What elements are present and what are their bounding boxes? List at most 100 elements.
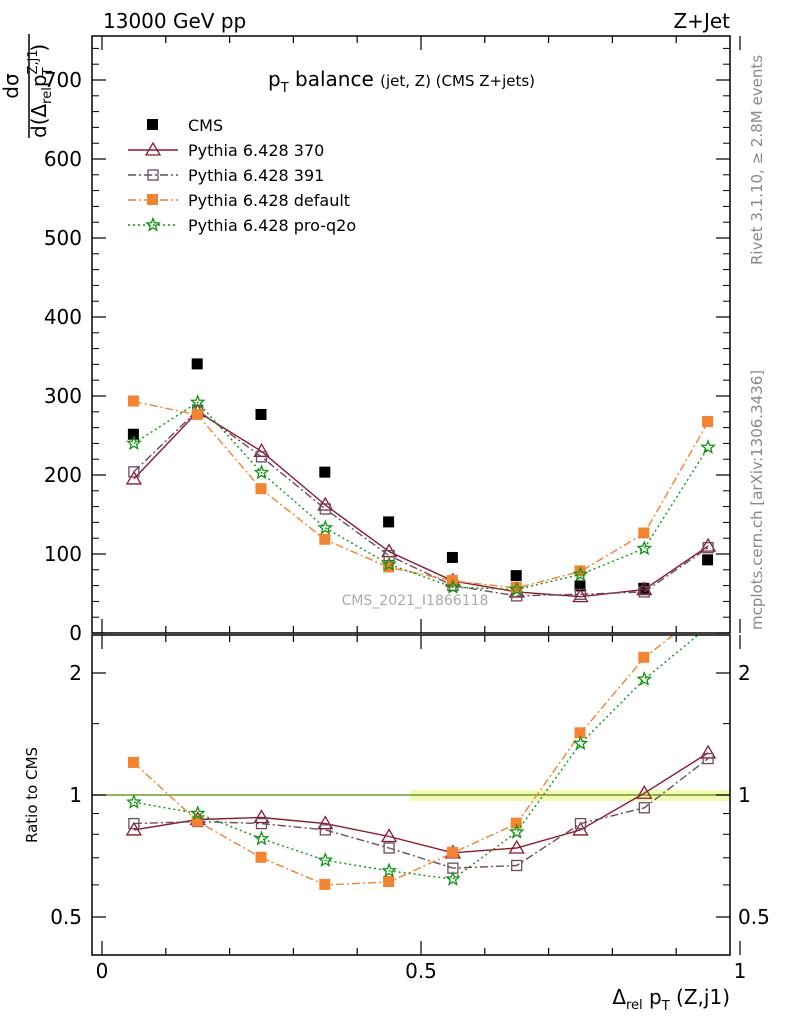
main-point-pythia-6-428-391-9: [702, 542, 714, 554]
main-point-pythia-6-428-pro-q2o-3: [317, 519, 334, 535]
legend-marker-pythia-6-428-391: [147, 169, 159, 181]
main-point-pythia-6-428-pro-q2o-0: [126, 435, 142, 451]
main-point-pythia-6-428-pro-q2o-5: [444, 578, 461, 594]
ratio-point-pythia-6-428-370-6: [508, 839, 525, 854]
legend-label-pythia-6-428-391: Pythia 6.428 391: [188, 166, 324, 185]
main-y-axis-label: dσ d(ΔrelpZ,j1T): [0, 34, 56, 138]
ratio-point-pythia-6-428-pro-q2o-3: [317, 851, 334, 868]
ratio-point-pythia-6-428-370-8: [636, 784, 653, 799]
main-point-pythia-6-428-default-2: [255, 483, 267, 495]
ratio-point-pythia-6-428-default-7: [574, 727, 586, 739]
energy-label: 13000 GeV pp: [103, 9, 246, 33]
main-point-cms-9: [702, 554, 714, 566]
main-line-pythia-6-428-default: [133, 400, 709, 589]
main-point-pythia-6-428-370-8: [636, 581, 653, 596]
main-point-pythia-6-428-391-7: [574, 588, 587, 600]
main-point-pythia-6-428-pro-q2o-9: [700, 439, 717, 455]
main-y-tick-label-500: 500: [44, 226, 82, 250]
main-point-cms-2: [255, 408, 267, 420]
ratio-point-pythia-6-428-391-4: [383, 842, 395, 854]
mcplots-label: mcplots.cern.ch [arXiv:1306.3436]: [748, 370, 766, 630]
main-point-cms-6: [510, 570, 522, 582]
ratio-point-pythia-6-428-default-0: [127, 756, 139, 768]
main-point-cms-7: [574, 580, 586, 592]
axes-group: 0 100 200 300 400 500 600 700 0 0.5 1 0.5 0.5 1 1 2 2: [44, 36, 770, 983]
ratio-series-group: [125, 602, 717, 890]
ratio-y-tick-label-0.5: 0.5: [50, 905, 82, 929]
legend-marker-cms: [147, 119, 158, 130]
main-panel-frame: [91, 35, 731, 634]
main-point-pythia-6-428-default-6: [510, 581, 522, 593]
y-label-numerator: dσ: [0, 73, 23, 99]
ratio-point-pythia-6-428-default-1: [191, 815, 203, 827]
main-point-pythia-6-428-391-3: [319, 503, 331, 515]
ratio-y-axis-label: Ratio to CMS: [23, 747, 41, 843]
ratio-point-pythia-6-428-default-9: [702, 602, 713, 613]
main-point-cms-1: [191, 358, 203, 370]
main-line-pythia-6-428-pro-q2o: [133, 401, 709, 591]
ratio-point-pythia-6-428-370-2: [253, 809, 270, 824]
ratio-point-pythia-6-428-391-6: [511, 859, 523, 872]
main-point-pythia-6-428-391-0: [128, 466, 140, 478]
main-line-pythia-6-428-370: [133, 410, 709, 598]
main-point-pythia-6-428-pro-q2o-4: [381, 555, 398, 571]
main-line-pythia-6-428-391: [133, 409, 709, 597]
ratio-y-tick-label-right-0.5: 0.5: [738, 905, 770, 929]
main-point-cms-8: [638, 582, 650, 594]
main-point-pythia-6-428-370-7: [572, 588, 589, 603]
ratio-point-pythia-6-428-391-7: [574, 817, 587, 830]
legend: CMS Pythia 6.428 370 Pythia 6.428 391 Pythi…: [128, 116, 356, 235]
main-point-pythia-6-428-pro-q2o-7: [572, 566, 589, 582]
ratio-line-pythia-6-428-pro-q2o: [133, 635, 700, 880]
x-tick-label-0.5: 0.5: [405, 959, 437, 983]
main-point-pythia-6-428-391-2: [255, 451, 268, 463]
ratio-point-pythia-6-428-pro-q2o-0: [126, 793, 142, 809]
main-point-pythia-6-428-default-9: [702, 416, 714, 428]
ratio-y-tick-label-1: 1: [69, 783, 82, 807]
ratio-point-pythia-6-428-370-9: [699, 744, 717, 759]
ratio-line-pythia-6-428-370: [133, 752, 709, 854]
x-tick-label-1: 1: [734, 959, 747, 983]
main-point-cms-3: [319, 466, 331, 478]
ratio-point-pythia-6-428-default-5: [446, 846, 458, 858]
ratio-point-pythia-6-428-pro-q2o-7: [572, 735, 589, 751]
ratio-point-pythia-6-428-391-0: [128, 817, 140, 830]
main-y-tick-label-200: 200: [44, 463, 82, 487]
analysis-watermark: CMS_2021_I1866118: [342, 593, 489, 609]
process-label: Z+Jet: [673, 9, 730, 33]
main-y-tick-label-0: 0: [69, 621, 82, 645]
main-y-tick-label-700: 700: [44, 68, 82, 92]
ratio-y-tick-label-right-2: 2: [738, 661, 751, 685]
legend-label-pythia-6-428-pro-q2o: Pythia 6.428 pro-q2o: [188, 216, 356, 235]
ratio-point-pythia-6-428-pro-q2o-8: [636, 670, 653, 686]
main-point-pythia-6-428-pro-q2o-2: [253, 464, 270, 480]
main-y-tick-label-300: 300: [44, 384, 82, 408]
ratio-point-pythia-6-428-default-6: [510, 817, 522, 829]
x-axis-label: Δrel pT (Z,j1): [612, 985, 730, 1014]
ratio-point-pythia-6-428-pro-q2o-5: [444, 870, 461, 886]
ratio-point-pythia-6-428-pro-q2o-1: [189, 805, 206, 821]
main-y-tick-label-400: 400: [44, 305, 82, 329]
main-point-pythia-6-428-391-8: [638, 586, 650, 598]
main-point-pythia-6-428-default-8: [638, 527, 650, 539]
main-point-pythia-6-428-default-3: [319, 533, 331, 545]
ratio-point-pythia-6-428-default-8: [638, 651, 650, 663]
main-point-pythia-6-428-391-4: [383, 549, 395, 562]
main-point-pythia-6-428-pro-q2o-8: [636, 540, 653, 556]
main-point-pythia-6-428-370-0: [125, 470, 143, 485]
ratio-point-pythia-6-428-391-8: [638, 802, 650, 814]
legend-label-pythia-6-428-default: Pythia 6.428 default: [188, 191, 350, 210]
ratio-point-pythia-6-428-391-3: [319, 824, 331, 836]
main-point-cms-5: [446, 551, 458, 563]
legend-label-cms: CMS: [188, 116, 223, 135]
ratio-point-pythia-6-428-default-3: [319, 878, 331, 890]
legend-marker-pythia-6-428-pro-q2o: [145, 216, 161, 232]
main-point-cms-0: [127, 428, 139, 440]
ratio-point-pythia-6-428-391-9: [702, 752, 714, 765]
ratio-line-pythia-6-428-391: [133, 758, 709, 869]
ratio-point-pythia-6-428-pro-q2o-2: [253, 830, 270, 846]
y-label-denominator: d(ΔrelpZ,j1T): [26, 44, 56, 138]
main-point-pythia-6-428-default-0: [127, 395, 139, 407]
main-point-pythia-6-428-370-9: [699, 537, 717, 552]
